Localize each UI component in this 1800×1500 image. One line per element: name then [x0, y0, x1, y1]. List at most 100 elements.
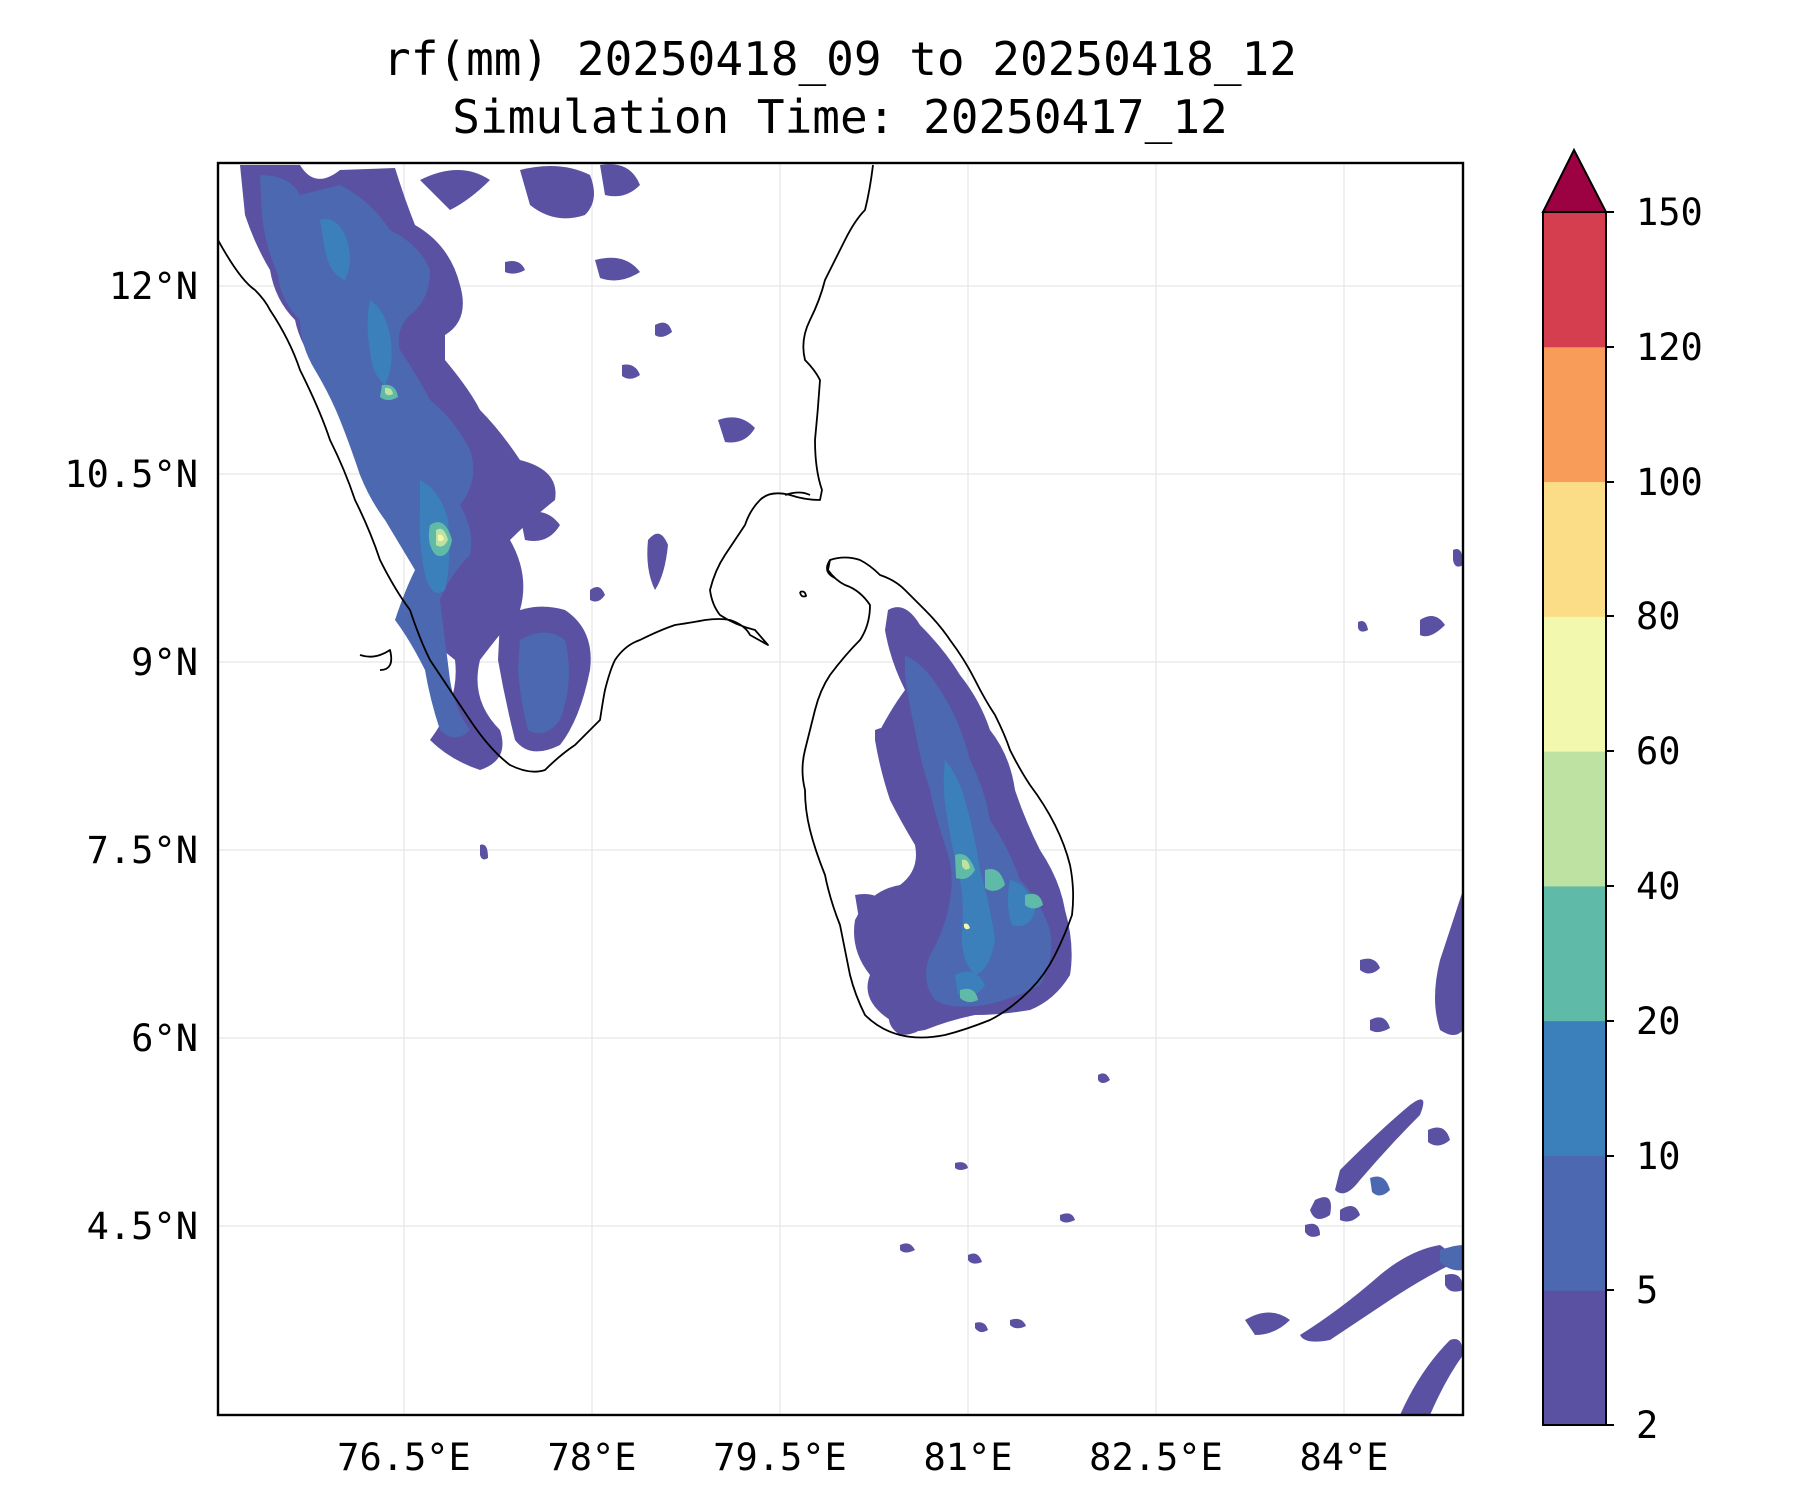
precip-ocean-band	[1400, 1339, 1463, 1415]
lat-tick: 12°N	[109, 265, 198, 308]
precip-blob	[1420, 616, 1445, 637]
colorbar-label: 100	[1636, 461, 1703, 504]
precip-ocean-band	[1335, 1099, 1424, 1194]
colorbar-segment	[1543, 1155, 1606, 1291]
precip-10-20	[320, 219, 350, 280]
precip-40-60	[385, 387, 393, 396]
precip-blob	[1060, 1213, 1075, 1223]
lon-tick: 84°E	[1299, 1436, 1388, 1479]
map-frame	[216, 161, 1465, 1417]
precip-ocean-band	[1310, 1197, 1331, 1219]
colorbar-label: 10	[1636, 1135, 1681, 1178]
colorbar-frame	[1542, 211, 1607, 1426]
precip-40-60	[962, 859, 970, 870]
precip-blob	[647, 533, 668, 590]
lat-axis: 12°N 10.5°N 9°N 7.5°N 6°N 4.5°N	[64, 265, 198, 1248]
sri-lanka-coastline	[801, 556, 1075, 1039]
precip-blob	[590, 586, 605, 602]
colorbar: 2 5 10 20 40 60 80 100 120 150	[1541, 147, 1703, 1447]
colorbar-label: 80	[1636, 595, 1681, 638]
precip-blob	[975, 1322, 988, 1333]
colorbar-label: 5	[1636, 1269, 1658, 1312]
precip-blob	[1360, 958, 1380, 974]
small-island	[799, 590, 807, 598]
coastline	[218, 164, 1075, 1039]
lat-tick: 7.5°N	[87, 829, 198, 872]
sri-lanka-coastline-detail	[826, 559, 836, 579]
precip-ocean-band	[1340, 1206, 1360, 1222]
colorbar-label: 40	[1636, 865, 1681, 908]
lon-tick: 81°E	[923, 1436, 1012, 1479]
india-coastline-detail	[784, 491, 811, 496]
precip-blob	[968, 1253, 982, 1264]
precip-ocean-band	[1245, 1312, 1290, 1335]
precip-20-40	[960, 988, 978, 1003]
title-line-2: Simulation Time: 20250417_12	[452, 90, 1227, 144]
colorbar-segment	[1543, 212, 1606, 348]
precip-5-10	[518, 632, 569, 734]
precip-blob	[622, 364, 640, 379]
precip-20-40	[1025, 893, 1043, 909]
precip-5-10	[260, 175, 474, 738]
precip-5-10	[1370, 1176, 1390, 1196]
colorbar-segments	[1543, 212, 1606, 1426]
precip-blob	[955, 1162, 968, 1170]
india-coastline	[218, 164, 874, 773]
precip-ocean-band	[1300, 1245, 1452, 1342]
precip-blob	[888, 1006, 930, 1035]
lat-tick: 6°N	[131, 1017, 198, 1060]
precip-blob	[480, 844, 488, 860]
precip-blob	[855, 894, 890, 926]
title-line-1: rf(mm) 20250418_09 to 20250418_12	[383, 32, 1297, 86]
colorbar-extend-arrow	[1541, 147, 1608, 213]
precip-ocean-band	[1435, 890, 1463, 1035]
lat-tick: 4.5°N	[87, 1205, 198, 1248]
colorbar-segment	[1543, 1020, 1606, 1156]
lon-tick: 76.5°E	[337, 1436, 471, 1479]
colorbar-label: 120	[1636, 326, 1703, 369]
colorbar-label: 150	[1636, 191, 1703, 234]
precip-ocean-band	[1445, 1274, 1463, 1292]
colorbar-segment	[1543, 481, 1606, 617]
colorbar-label: 2	[1636, 1404, 1658, 1447]
colorbar-segment	[1543, 751, 1606, 887]
lon-axis: 76.5°E 78°E 79.5°E 81°E 82.5°E 84°E	[337, 1436, 1388, 1479]
colorbar-segment	[1543, 346, 1606, 483]
precip-ocean-band	[1305, 1223, 1320, 1237]
precip-blob	[900, 1243, 915, 1253]
precip-blob	[718, 417, 755, 443]
precip-60-80	[964, 923, 970, 930]
precip-blob	[505, 261, 525, 274]
lon-tick: 79.5°E	[713, 1436, 847, 1479]
precip-blob	[655, 322, 672, 337]
colorbar-ticks	[1606, 211, 1614, 1426]
colorbar-segment	[1543, 885, 1606, 1022]
lon-tick: 82.5°E	[1089, 1436, 1223, 1479]
precip-blob	[1358, 621, 1368, 632]
precip-5-10	[1440, 1245, 1463, 1271]
colorbar-segment	[1543, 1290, 1606, 1426]
map-panel	[216, 161, 1465, 1417]
precip-fields	[240, 164, 1463, 1415]
precip-10-20	[1007, 880, 1035, 926]
precip-blob	[420, 170, 490, 210]
precip-blob	[600, 164, 640, 197]
colorbar-segment	[1543, 616, 1606, 752]
lat-tick: 10.5°N	[64, 453, 198, 496]
precip-blob	[1010, 1318, 1026, 1329]
precip-10-20	[367, 300, 392, 385]
colorbar-labels: 2 5 10 20 40 60 80 100 120 150	[1636, 191, 1703, 1447]
lat-tick: 9°N	[131, 641, 198, 684]
precip-blob	[1428, 1127, 1450, 1146]
precip-blob	[520, 166, 594, 219]
precip-blob	[1370, 1017, 1390, 1033]
precip-blob	[1098, 1073, 1110, 1083]
lon-tick: 78°E	[547, 1436, 636, 1479]
precip-blob	[1453, 549, 1463, 567]
precip-60-80	[438, 534, 444, 542]
precip-20-40	[985, 869, 1005, 891]
india-coastline-detail	[359, 649, 393, 671]
colorbar-label: 20	[1636, 1000, 1681, 1043]
precip-blob	[520, 511, 560, 541]
